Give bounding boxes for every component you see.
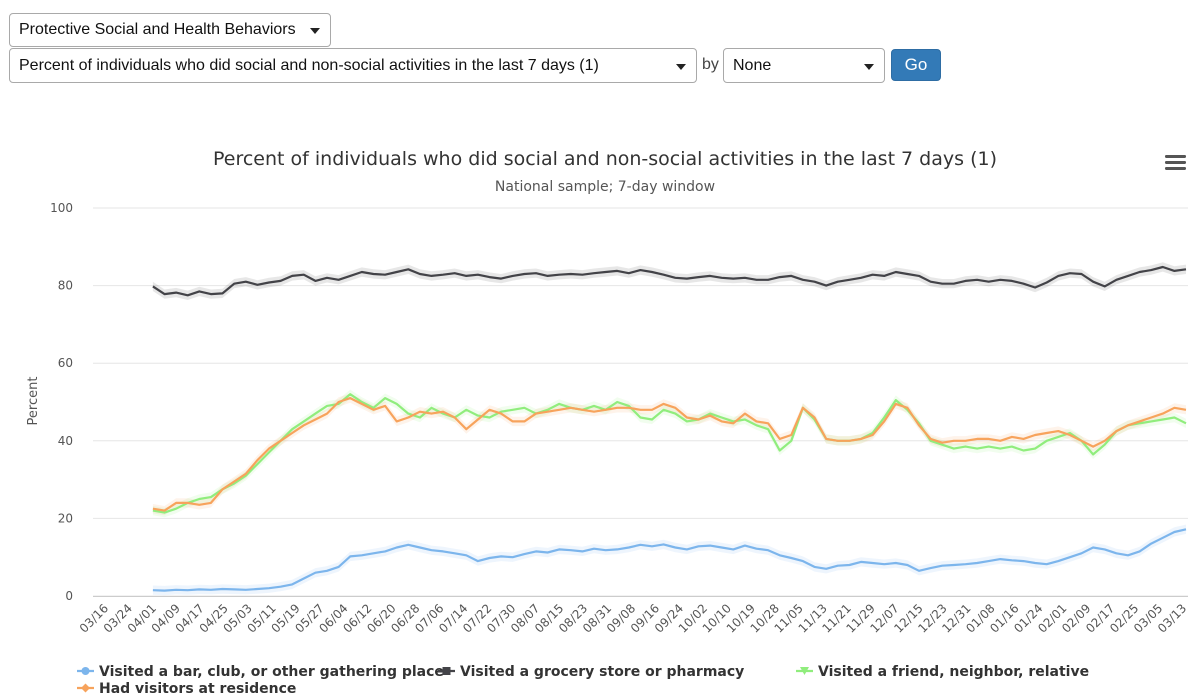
chart-title: Percent of individuals who did social an… <box>213 148 997 170</box>
series-line <box>152 265 1187 297</box>
circle-marker-icon <box>81 667 90 675</box>
by-select-value: None <box>733 56 772 74</box>
legend-item[interactable]: Visited a bar, club, or other gathering … <box>77 664 444 680</box>
series-band <box>152 524 1186 596</box>
series-line <box>152 393 1187 514</box>
y-axis-label: Percent <box>26 377 41 426</box>
y-tick-label: 20 <box>58 511 73 525</box>
chart-subtitle: National sample; 7-day window <box>495 179 715 195</box>
by-select[interactable]: None <box>723 48 885 83</box>
y-tick-label: 80 <box>58 279 73 293</box>
category-select[interactable]: Protective Social and Health Behaviors <box>9 13 331 47</box>
series-lines <box>152 265 1187 592</box>
chevron-down-icon <box>310 28 320 34</box>
square-marker-icon <box>442 667 451 675</box>
legend: Visited a bar, club, or other gathering … <box>77 664 1089 697</box>
y-tick-label: 0 <box>65 589 73 603</box>
legend-item[interactable]: Had visitors at residence <box>77 681 296 697</box>
chevron-down-icon <box>864 63 874 70</box>
legend-label: Visited a friend, neighbor, relative <box>818 664 1089 680</box>
confidence-bands <box>152 262 1186 596</box>
series-band <box>152 262 1186 300</box>
chevron-down-icon <box>676 63 686 70</box>
legend-label: Had visitors at residence <box>99 681 296 697</box>
by-label: by <box>702 56 719 73</box>
legend-item[interactable]: Visited a grocery store or pharmacy <box>438 664 744 680</box>
go-button[interactable]: Go <box>891 49 941 81</box>
category-select-value: Protective Social and Health Behaviors <box>19 21 296 38</box>
y-tick-label: 40 <box>58 434 73 448</box>
series-line <box>152 528 1187 592</box>
hamburger-menu-icon[interactable] <box>1160 147 1186 173</box>
question-select-value: Percent of individuals who did social an… <box>19 56 599 74</box>
triangle-down-marker-icon <box>800 667 809 675</box>
x-axis-ticks: 03/1603/2404/0104/0904/1704/2505/0305/11… <box>77 601 1190 635</box>
series-band <box>152 389 1186 518</box>
y-axis-ticks: 0 20 40 60 80 100 <box>50 201 73 603</box>
y-tick-label: 100 <box>50 201 73 215</box>
y-tick-label: 60 <box>58 356 73 370</box>
legend-label: Visited a bar, club, or other gathering … <box>99 664 444 680</box>
diamond-marker-icon <box>81 683 90 693</box>
legend-label: Visited a grocery store or pharmacy <box>460 664 744 680</box>
series-line <box>152 397 1187 512</box>
gridlines <box>93 207 1188 597</box>
legend-item[interactable]: Visited a friend, neighbor, relative <box>796 664 1089 680</box>
question-select[interactable]: Percent of individuals who did social an… <box>9 48 697 83</box>
